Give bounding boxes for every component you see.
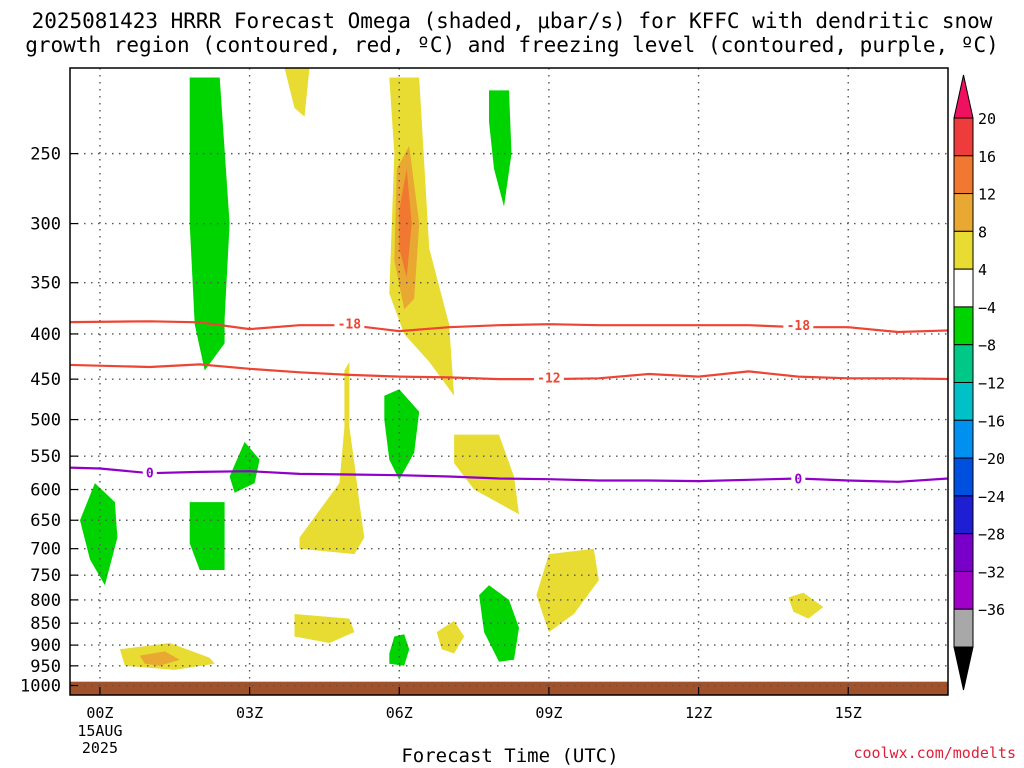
omega-descent-area-13 [454,434,519,515]
chart-title-line-1: 2025081423 HRRR Forecast Omega (shaded, … [31,9,993,33]
y-tick-label-600: 600 [30,481,61,501]
colorbar-label-7: −12 [978,375,1005,393]
y-tick-label-700: 700 [30,540,61,560]
colorbar-label-2: 12 [978,186,996,204]
colorbar-swatch-3 [953,193,974,232]
x-tick-label-03Z: 03Z [236,704,263,722]
isotherm-contour--12 [70,363,948,381]
y-tick-label-550: 550 [30,447,61,467]
omega-descent-area-14 [536,548,599,633]
colorbar-label-10: −24 [978,488,1005,506]
colorbar-label-6: −8 [978,337,996,355]
y-tick-label-500: 500 [30,411,61,431]
isotherm-contour--18 [70,320,948,334]
y-tick-label-350: 350 [30,274,61,294]
colorbar-swatch-2 [953,155,974,195]
colorbar-swatch-4 [953,230,974,270]
omega-ascent-area-4 [80,483,118,586]
contour-label-bg-2 [533,369,564,386]
y-tick-label-450: 450 [30,370,61,390]
colorbar-label-0: 20 [978,110,996,128]
x-date-label-0: 15AUG [77,722,122,740]
omega-descent-area-11 [399,168,412,278]
colorbar-label-13: −36 [978,601,1005,619]
y-tick-label-800: 800 [30,591,61,611]
colorbar-swatch-13 [953,570,974,610]
colorbar-label-5: −4 [978,299,996,317]
x-axis-label: Forecast Time (UTC) [401,745,619,767]
colorbar-label-12: −32 [978,563,1005,581]
colorbar-label-9: −20 [978,450,1005,468]
omega-descent-area-15 [294,614,355,643]
contour-label-minus18-1: -18 [787,319,811,334]
colorbar-swatch-12 [953,533,974,572]
omega-descent-area-18 [139,651,180,666]
omega-ascent-area-2 [384,389,420,480]
omega-ascent-area-6 [479,585,519,662]
x-tick-label-09Z: 09Z [535,704,562,722]
x-date-label-1: 2025 [82,739,118,757]
y-tick-label-650: 650 [30,511,61,531]
contour-label-minus12-2: -12 [537,371,560,386]
colorbar-label-3: 8 [978,223,987,241]
colorbar-swatch-14 [953,608,974,648]
ground-below-surface [70,681,948,695]
colorbar-label-4: 4 [978,261,987,279]
omega-ascent-area-1 [489,90,512,207]
x-tick-label-12Z: 12Z [685,704,712,722]
colorbar-bottom-arrow [953,646,974,691]
y-tick-label-850: 850 [30,614,61,634]
colorbar-label-8: −16 [978,412,1005,430]
y-tick-label-900: 900 [30,636,61,656]
y-tick-label-750: 750 [30,566,61,586]
y-tick-label-300: 300 [30,215,61,235]
omega-ascent-area-5 [189,502,225,570]
colorbar-swatch-10 [953,457,974,497]
omega-descent-area-19 [788,592,824,619]
colorbar-swatch-9 [953,419,974,459]
contour-label-0-3: 0 [146,467,154,482]
omega-descent-area-12 [299,361,365,555]
contour-label-0-4: 0 [794,472,802,487]
colorbar-swatch-8 [953,382,974,421]
colorbar-label-11: −28 [978,526,1005,544]
contour-label-bg-1 [783,317,814,334]
omega-ascent-area-0 [189,77,230,371]
plot-frame [69,67,949,696]
y-tick-label-250: 250 [30,145,61,165]
contour-label-bg-3 [142,464,157,481]
omega-descent-area-16 [436,620,465,654]
colorbar-swatch-11 [953,495,974,535]
y-tick-label-1000: 1000 [20,677,61,697]
omega-ascent-area-3 [229,441,260,493]
x-tick-label-15Z: 15Z [835,704,862,722]
colorbar-top-arrow [953,74,974,119]
colorbar-swatch-1 [953,117,974,157]
contour-label-bg-0 [334,315,365,332]
omega-descent-area-8 [284,68,310,117]
y-tick-label-400: 400 [30,325,61,345]
chart-title-line-2: growth region (contoured, red, ºC) and f… [25,33,999,57]
contour-label-bg-4 [791,470,806,487]
colorbar-label-1: 16 [978,148,996,166]
colorbar-swatch-6 [953,306,974,346]
contour-label-minus18-0: -18 [338,317,362,332]
y-tick-label-950: 950 [30,657,61,677]
colorbar-swatch-5 [953,268,974,308]
colorbar-swatch-7 [953,344,974,384]
x-tick-label-00Z: 00Z [86,704,113,722]
x-tick-label-06Z: 06Z [386,704,413,722]
site-credit: coolwx.com/modelts [853,744,1016,762]
